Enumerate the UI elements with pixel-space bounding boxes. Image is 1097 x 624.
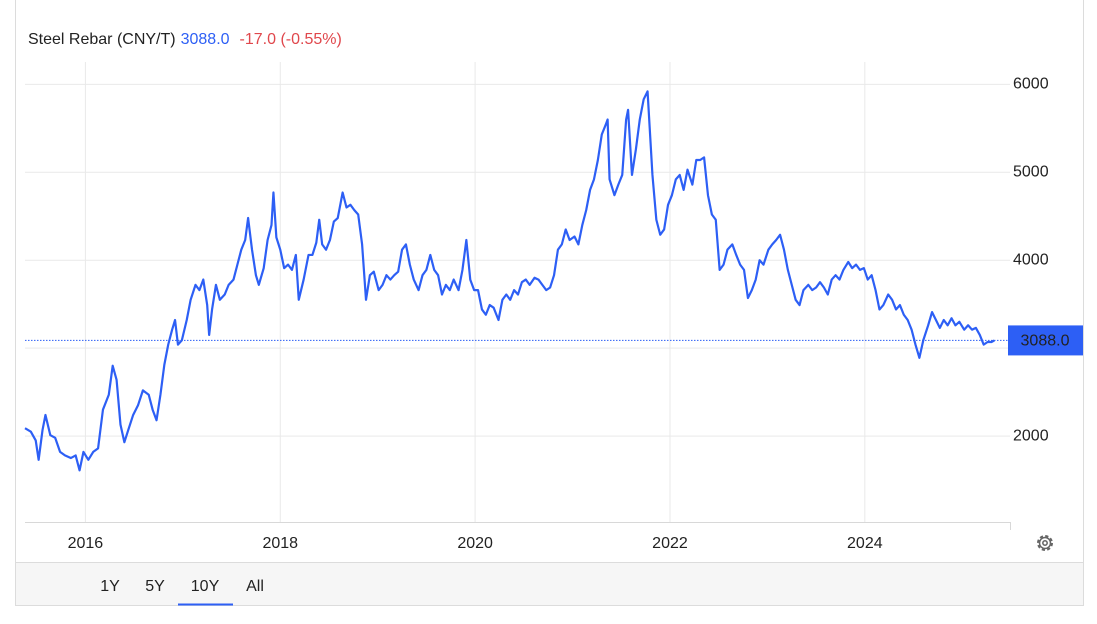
- gear-ring: [1038, 536, 1052, 550]
- settings-icon[interactable]: [1037, 535, 1053, 551]
- range-bar: [15, 562, 1084, 606]
- current-price-label: 3088.0: [1021, 333, 1070, 350]
- current-price: 3088.0: [181, 31, 230, 48]
- chart-title: Steel Rebar (CNY/T): [28, 31, 176, 48]
- x-tick-label: 2016: [68, 535, 104, 552]
- chart-header: Steel Rebar (CNY/T) 3088.0 -17.0 (-0.55%): [28, 31, 342, 48]
- y-tick-label: 5000: [1013, 164, 1049, 181]
- range-button[interactable]: 10Y: [191, 578, 220, 595]
- range-button[interactable]: 1Y: [100, 578, 120, 595]
- range-button[interactable]: 5Y: [145, 578, 165, 595]
- x-tick-label: 2024: [847, 535, 883, 552]
- range-button[interactable]: All: [246, 578, 264, 595]
- y-tick-label: 4000: [1013, 251, 1049, 268]
- gear-hub: [1042, 540, 1048, 546]
- y-tick-label: 6000: [1013, 76, 1049, 93]
- current-price-tag: [1008, 325, 1083, 356]
- price-line: [24, 90, 995, 472]
- price-change: -17.0 (-0.55%): [240, 31, 342, 48]
- x-tick-label: 2022: [652, 535, 688, 552]
- x-tick-label: 2018: [262, 535, 298, 552]
- y-tick-label: 2000: [1013, 427, 1049, 444]
- gear-teeth: [1037, 535, 1053, 551]
- x-tick-label: 2020: [457, 535, 493, 552]
